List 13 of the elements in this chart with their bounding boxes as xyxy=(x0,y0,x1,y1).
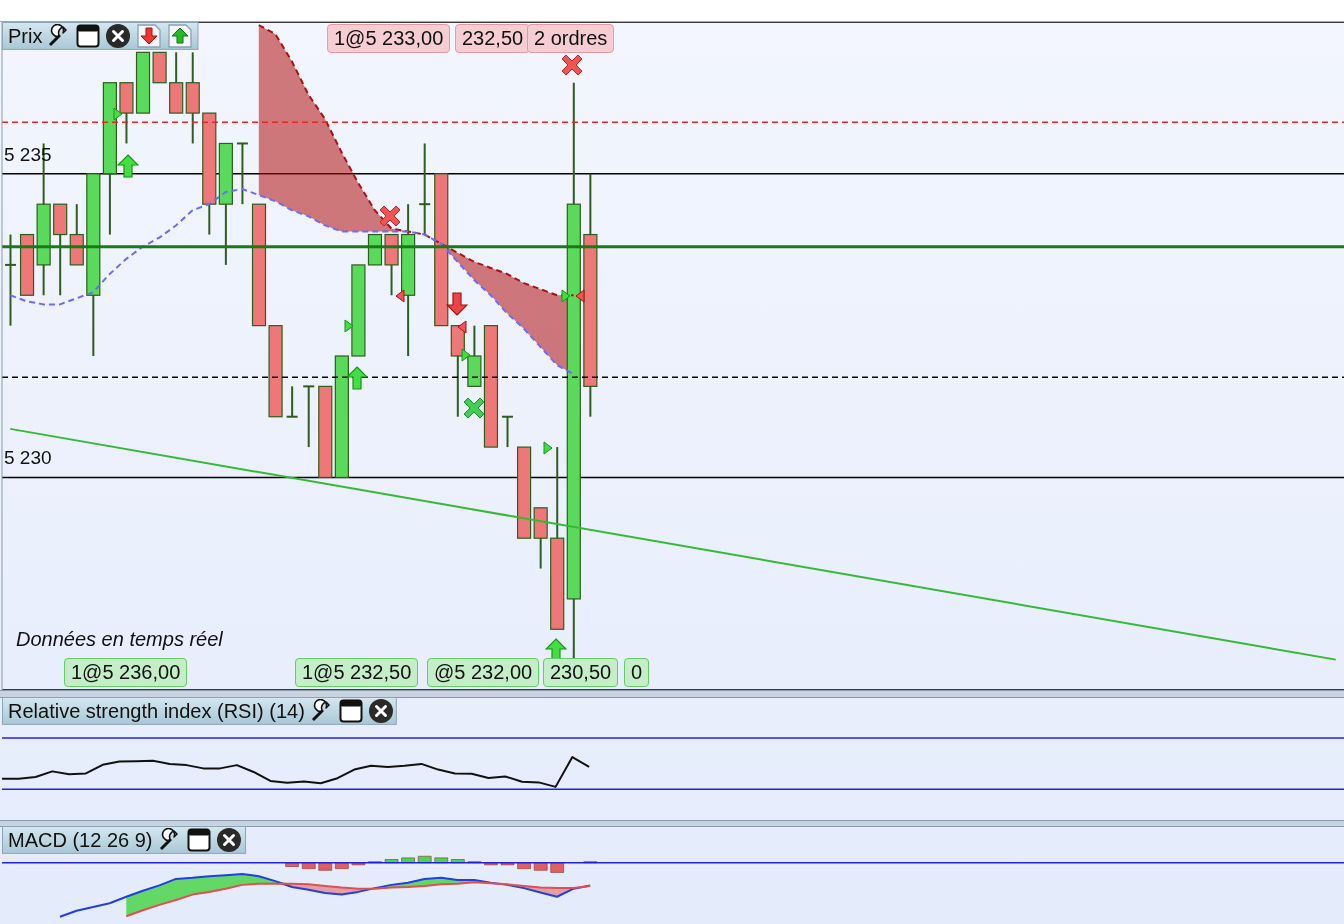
annotation: Données en temps réel xyxy=(15,627,224,652)
chart-title: Prix xyxy=(8,24,43,48)
chart-title: MACD (12 26 9) xyxy=(8,828,153,852)
annotation: 1@5 233,00 xyxy=(327,24,451,53)
chart-title: Relative strength index (RSI) (14) xyxy=(8,699,305,723)
annotation: 232,50 xyxy=(455,24,531,53)
y-tick-label: 5 230 xyxy=(4,447,52,469)
annotation: 230,50 xyxy=(543,658,619,687)
annotation: 2 ordres xyxy=(527,24,615,53)
annotation: 0 xyxy=(624,658,650,687)
annotation: 1@5 236,00 xyxy=(64,658,188,687)
annotation: 1@5 232,50 xyxy=(295,658,419,687)
annotation: @5 232,00 xyxy=(427,658,540,687)
